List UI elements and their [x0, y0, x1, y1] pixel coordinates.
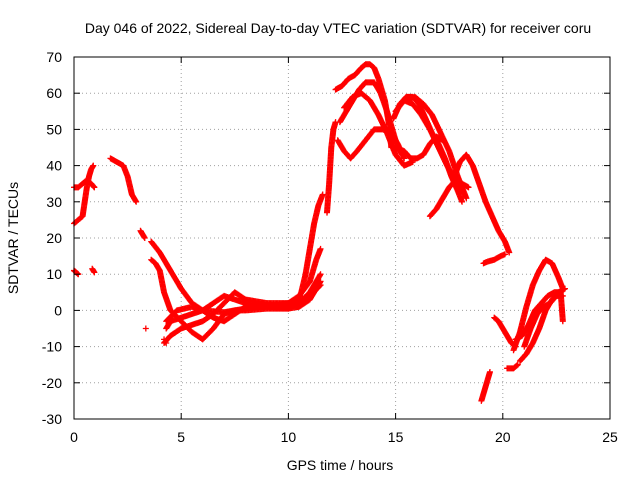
series-arc-big-4: [161, 282, 324, 346]
x-tick-label: 25: [602, 429, 618, 445]
data-point: [317, 245, 324, 252]
data-point: [91, 184, 98, 191]
data-point: [90, 162, 97, 169]
data-point: [561, 285, 568, 292]
data-points: [71, 61, 568, 404]
tick-labels: 0 5 10 15 20 25 -30 -20 -10 0 10 20 30 40 50 60 70: [42, 49, 618, 445]
data-point: [559, 318, 566, 325]
y-tick-label: 10: [46, 266, 62, 282]
series-arc-rise-1: [293, 191, 326, 307]
series-arc-peak-4: [341, 90, 416, 169]
data-point: [319, 191, 326, 198]
data-point: [401, 155, 408, 162]
y-tick-label: 20: [46, 230, 62, 246]
data-point: [163, 339, 170, 346]
series-arc-late-3: [480, 251, 508, 267]
series-arc-late-6: [504, 361, 521, 372]
series-arc-peak-7: [392, 133, 446, 162]
data-point: [133, 198, 140, 205]
x-tick-label: 10: [281, 429, 297, 445]
x-tick-label: 0: [70, 429, 78, 445]
series-arc-early-4: [89, 265, 98, 276]
y-tick-label: 50: [46, 121, 62, 137]
series-isolated-points: [142, 325, 170, 346]
y-tick-label: 60: [46, 85, 62, 101]
series-arc-3: [137, 227, 148, 241]
data-point: [285, 305, 292, 312]
data-point: [465, 184, 472, 191]
chart-title: Day 046 of 2022, Sidereal Day-to-day VTE…: [85, 20, 591, 36]
grid: [74, 57, 610, 419]
x-tick-label: 5: [177, 429, 185, 445]
x-axis-label: GPS time / hours: [287, 457, 394, 473]
y-tick-label: 40: [46, 158, 62, 174]
y-axis-label: SDTVAR / TECUs: [5, 182, 21, 294]
data-point: [316, 282, 323, 289]
series-arc-late-4: [478, 368, 493, 404]
data-point: [142, 325, 149, 332]
series-arc-big-5: [163, 303, 292, 325]
y-tick-label: 70: [46, 49, 62, 65]
data-point: [459, 198, 466, 205]
data-point: [161, 336, 168, 343]
data-point: [559, 292, 566, 299]
data-point: [506, 249, 513, 256]
data-point: [317, 271, 324, 278]
x-tick-label: 20: [495, 429, 511, 445]
x-tick-label: 15: [388, 429, 404, 445]
series-arc-peak-8: [403, 93, 470, 202]
data-point: [91, 269, 98, 276]
y-tick-label: 0: [54, 302, 62, 318]
y-tick-label: -30: [42, 411, 62, 427]
data-point: [501, 251, 508, 258]
series-arc-early-2: [71, 162, 97, 227]
data-point: [317, 282, 324, 289]
data-point: [513, 362, 520, 369]
series-arc-late-2: [452, 151, 513, 256]
data-point: [486, 368, 493, 375]
axis-ticks: [73, 56, 611, 420]
y-tick-label: 30: [46, 194, 62, 210]
series-arc-late-1: [426, 177, 472, 220]
data-point: [463, 195, 470, 202]
series-arc-late-10: [521, 292, 566, 350]
y-tick-label: -20: [42, 375, 62, 391]
series-arc-rise-2: [323, 119, 339, 216]
series-arc-2: [107, 155, 140, 205]
data-point: [514, 361, 521, 368]
data-point: [141, 235, 148, 241]
y-tick-label: -10: [42, 339, 62, 355]
